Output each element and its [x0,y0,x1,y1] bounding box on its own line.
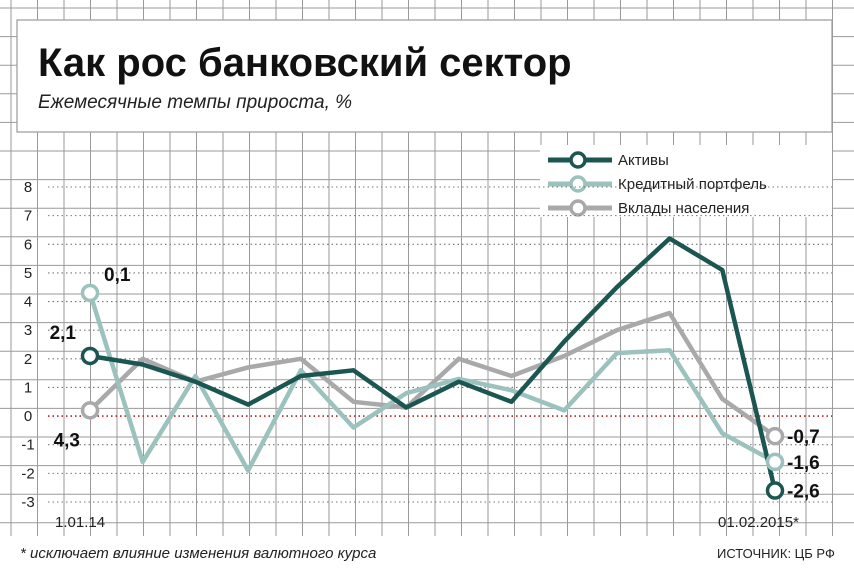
series-point [80,283,100,303]
x-start-label: 1.01.14 [55,514,105,531]
series-point [80,346,100,366]
data-label: -2,6 [787,482,820,503]
series-point [765,452,785,472]
data-labels: 2,1 0,1 4,3 -0,7 -1,6 -2,6 [50,265,820,503]
legend-label: Активы [618,152,669,169]
series-group [80,236,785,500]
y-tick-label: 6 [24,236,32,253]
legend-label: Кредитный портфель [618,176,767,193]
series-line [87,236,778,493]
source-label: ИСТОЧНИК: ЦБ РФ [717,546,835,561]
y-tick-label: 4 [24,294,32,311]
y-tick-label: 3 [24,322,32,339]
data-label: 4,3 [54,430,80,451]
legend-marker [569,175,587,193]
series-point [80,401,100,420]
x-end-label: 01.02.2015* [718,514,799,531]
chart-subtitle: Ежемесячные темпы прироста, % [38,92,352,113]
data-label: 0,1 [104,265,131,286]
y-tick-label: 0 [24,408,32,425]
y-tick-label: 8 [24,179,32,196]
legend-marker [569,199,587,217]
y-tick-label: 7 [24,208,32,225]
y-tick-label: -3 [21,494,34,511]
series-line [87,290,778,473]
y-tick-label: -1 [21,437,34,454]
y-tick-label: -2 [21,465,34,482]
horizontal-gridlines [48,186,832,503]
y-tick-label: 5 [24,265,32,282]
footnote: * исключает влияние изменения валютного … [20,545,376,562]
data-label: -0,7 [787,427,820,448]
legend: Активы Кредитный портфель Вклады населения [540,145,832,217]
legend-marker [569,151,587,169]
title-box [16,19,833,133]
legend-label: Вклады населения [618,200,749,217]
chart-title: Как рос банковский сектор [38,41,572,85]
y-axis: 8 7 6 5 4 3 2 1 0 -1 -2 -3 [21,179,34,511]
data-label: 2,1 [50,323,77,344]
y-tick-label: 2 [24,351,32,368]
y-tick-label: 1 [24,379,32,396]
footer-box [0,536,854,583]
series-line [87,310,778,439]
series-point [765,426,785,446]
series-point [765,481,785,500]
data-label: -1,6 [787,453,820,474]
legend-box [540,145,832,217]
